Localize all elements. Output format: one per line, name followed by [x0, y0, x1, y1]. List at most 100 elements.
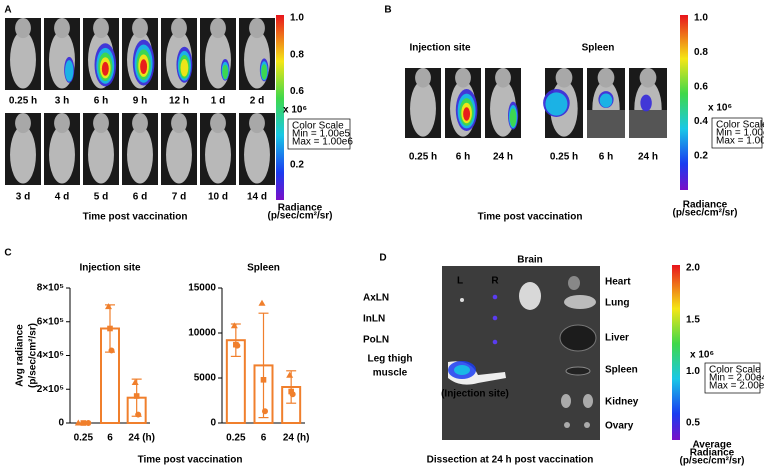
data-point — [135, 411, 142, 418]
time-label: 1 d — [211, 96, 225, 107]
data-point — [230, 322, 238, 329]
organ-label: InLN — [363, 314, 385, 325]
mouse-image — [485, 68, 521, 138]
kidney — [583, 394, 593, 408]
scale-box-text: Max = 2.00e6 — [709, 381, 764, 392]
data-point — [105, 303, 112, 310]
mouse-image — [445, 68, 481, 138]
scale-box — [287, 118, 351, 150]
signal — [599, 93, 613, 108]
mouse-head — [15, 113, 31, 134]
mouse-head — [15, 18, 31, 39]
time-label: 7 d — [172, 192, 186, 203]
mouse-image — [200, 113, 236, 185]
colorbar-unit: Radiance — [690, 448, 735, 459]
y-axis-label: (p/sec/cm²/sr) — [28, 323, 39, 388]
signal — [222, 64, 229, 79]
signal — [545, 92, 568, 116]
mouse-image — [122, 113, 158, 185]
signal — [65, 60, 74, 82]
group-title: Spleen — [582, 43, 615, 54]
side-label: R — [491, 276, 499, 287]
time-label: 5 d — [94, 192, 108, 203]
mouse-head — [415, 68, 431, 88]
x-axis-label: Time post vaccination — [478, 212, 583, 223]
mouse-body — [10, 125, 36, 184]
data-point — [85, 420, 92, 426]
scale-box — [704, 362, 761, 394]
x-tick-label: 6 — [107, 433, 113, 444]
lymph-node — [492, 339, 498, 345]
mouse-head — [249, 18, 265, 39]
organ-label: Brain — [517, 255, 543, 266]
organ-label: Ovary — [605, 421, 634, 432]
brain — [519, 282, 541, 310]
mouse-head — [495, 68, 511, 88]
time-label: 0.25 h — [9, 96, 37, 107]
data-point — [258, 299, 266, 306]
signal — [463, 107, 471, 121]
mouse-head — [93, 113, 109, 134]
data-point — [80, 420, 87, 426]
y-tick-label: 5000 — [194, 373, 217, 384]
mouse-head — [210, 113, 226, 134]
time-label: 24 h — [638, 152, 658, 163]
mouse-body — [49, 125, 75, 184]
colorbar-tick: 0.4 — [694, 116, 708, 127]
mouse-image — [5, 113, 41, 185]
error-bar — [230, 323, 241, 357]
colorbar-unit: Radiance — [683, 200, 728, 211]
mouse-body — [205, 125, 231, 184]
organ-label: muscle — [373, 368, 408, 379]
colorbar-tick: 1.5 — [686, 314, 700, 325]
lymph-node — [492, 294, 498, 300]
time-label: 14 d — [247, 192, 267, 203]
mouse-image — [200, 18, 236, 90]
mouse-head — [54, 113, 70, 134]
scale-box-text: Color Scale — [716, 120, 764, 131]
mouse-head — [597, 68, 615, 88]
time-label: 12 h — [169, 96, 189, 107]
x-axis-label: Time post vaccination — [83, 212, 188, 223]
mouse-image — [5, 18, 41, 90]
x-tick-label: 0.25 — [226, 433, 246, 444]
mouse-body — [410, 80, 436, 137]
ovary — [564, 422, 570, 428]
time-label: 2 d — [250, 96, 264, 107]
mouse-head — [54, 18, 70, 39]
scale-box-text: Max = 1.00e6 — [716, 136, 764, 147]
data-point — [108, 347, 115, 354]
mouse-head — [171, 113, 187, 134]
muscle-signal — [454, 365, 470, 375]
data-point — [288, 388, 294, 395]
mouse-image — [543, 68, 583, 138]
mouse-head — [639, 68, 657, 88]
chart-title: Spleen — [247, 263, 280, 274]
mouse-head — [132, 113, 148, 134]
data-point — [107, 325, 113, 332]
panel-label: A — [4, 5, 11, 16]
heart — [568, 276, 580, 290]
colorbar-tick: 1.0 — [290, 13, 304, 24]
colorbar-tick: 1.0 — [686, 366, 700, 377]
panel-label: D — [379, 253, 386, 264]
mouse-head — [210, 18, 226, 39]
data-point — [133, 393, 140, 399]
panel-label: B — [384, 5, 391, 16]
mouse-head — [132, 18, 148, 39]
colorbar — [276, 15, 284, 200]
colorbar-tick: 0.8 — [694, 47, 708, 58]
signal — [509, 108, 517, 127]
signal — [180, 58, 189, 77]
colorbar-unit: (p/sec/cm²/sr) — [672, 208, 737, 219]
x-tick-label: 0.25 — [74, 433, 94, 444]
data-point — [74, 419, 82, 426]
x-tick-label: 24 (h) — [128, 433, 155, 444]
mouse-head — [171, 18, 187, 39]
time-label: 6 h — [456, 152, 470, 163]
time-label: 24 h — [493, 152, 513, 163]
mouse-image — [587, 68, 625, 138]
signal — [140, 59, 148, 75]
mouse-body — [88, 125, 114, 184]
